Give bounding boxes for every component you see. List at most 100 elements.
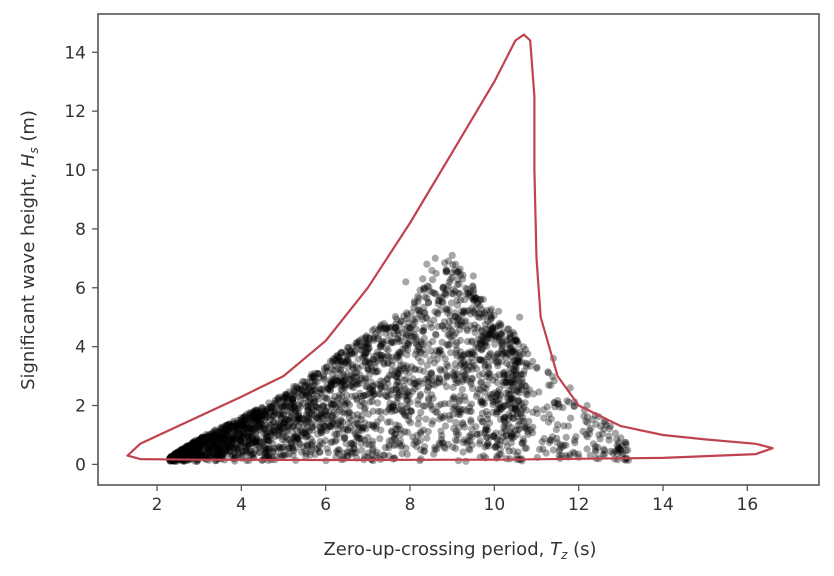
scatter-point [218,435,226,443]
scatter-point [313,414,322,422]
scatter-point [304,381,312,389]
scatter-point [282,416,290,424]
scatter-point [347,439,355,447]
scatter-point [369,355,377,363]
scatter-point [503,359,511,367]
scatter-point [326,357,334,366]
scatter-point [533,409,541,417]
scatter-point [171,452,179,460]
scatter-point [516,371,524,379]
scatter-point [516,425,524,433]
scatter-point [193,444,201,452]
scatter-point [443,309,452,317]
scatter-point [343,353,351,361]
scatter-point [503,325,511,333]
y-axis-label-symbol: H [18,153,39,167]
scatter-point [457,355,465,363]
scatter-point [378,351,386,359]
scatter-point [466,403,474,411]
scatter-point [212,446,220,454]
scatter-point [392,320,400,328]
scatter-point [460,309,468,317]
scatter-point [212,436,220,444]
scatter-point [395,382,403,390]
scatter-point [413,378,422,386]
scatter-point [307,448,315,456]
scatter-point [497,322,505,330]
scatter-point [246,434,254,442]
scatter-point [374,399,382,407]
scatter-point [207,453,215,461]
scatter-point [245,424,253,432]
scatter-point [507,394,515,402]
scatter-point [507,439,515,447]
scatter-point [180,447,188,456]
scatter-point [290,403,298,411]
scatter-point [170,452,178,461]
scatter-point [334,403,343,411]
scatter-point [391,407,399,415]
scatter-point [354,377,362,385]
scatter-point [516,352,524,360]
scatter-point [416,366,424,374]
scatter-point [297,381,305,389]
scatter-point [280,419,289,427]
scatter-point [230,439,238,447]
scatter-point [309,372,317,380]
scatter-point [384,359,392,367]
scatter-point [444,342,452,350]
scatter-point [346,382,354,390]
scatter-point [358,411,366,419]
scatter-point [190,450,198,458]
scatter-point [390,434,398,442]
scatter-point [506,345,514,353]
scatter-point [500,414,508,422]
scatter-point [452,379,460,387]
scatter-point [385,437,393,445]
scatter-point [348,440,356,448]
scatter-point [507,430,515,438]
scatter-point [235,432,244,440]
scatter-point [407,407,415,415]
scatter-point [451,404,459,412]
scatter-point [175,447,184,455]
scatter-point [394,349,402,357]
scatter-point [174,449,182,457]
scatter-point [447,299,455,307]
scatter-point [273,431,281,439]
scatter-point [394,335,402,343]
x-axis-label: Zero-up-crossing period, Tz (s) [323,539,596,562]
scatter-point [355,338,363,346]
scatter-point [275,393,283,401]
scatter-point [496,436,504,445]
scatter-point [517,370,525,378]
scatter-point [416,307,424,315]
scatter-point [486,419,494,427]
scatter-point [356,402,364,410]
scatter-point [499,433,507,441]
scatter-point [530,390,538,398]
scatter-point [249,420,257,428]
scatter-point [197,451,205,460]
scatter-point [273,452,281,460]
scatter-point [183,445,191,454]
scatter-point [320,409,328,417]
scatter-point [406,337,414,345]
scatter-point [365,421,373,429]
scatter-point [395,356,403,364]
scatter-point [362,350,370,358]
scatter-point [340,359,349,367]
scatter-point [221,445,229,453]
scatter-point [246,446,254,455]
scatter-point [481,443,489,451]
scatter-point [439,414,447,422]
scatter-point [369,437,377,445]
scatter-point [267,415,275,424]
scatter-point [209,433,217,441]
scatter-point [443,268,451,276]
scatter-point [521,444,529,452]
scatter-point [404,428,412,436]
scatter-point [395,422,403,430]
scatter-point [411,365,419,373]
scatter-point [319,403,327,411]
